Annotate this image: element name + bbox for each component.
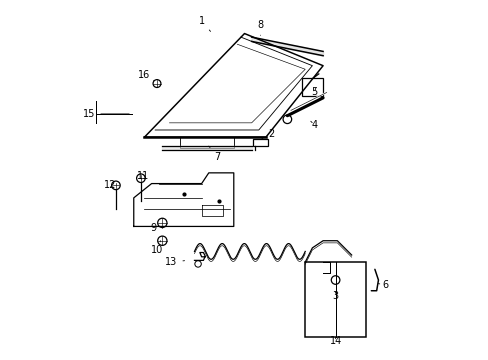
Text: 11: 11 <box>136 171 148 181</box>
Text: 4: 4 <box>310 120 317 130</box>
Circle shape <box>331 276 339 284</box>
Circle shape <box>153 80 161 87</box>
Text: 13: 13 <box>165 257 184 267</box>
Bar <box>305 262 365 337</box>
Text: 12: 12 <box>104 180 117 190</box>
Text: 14: 14 <box>329 337 341 346</box>
Text: 8: 8 <box>257 19 263 35</box>
Circle shape <box>194 261 201 267</box>
Circle shape <box>111 181 120 190</box>
Text: 16: 16 <box>138 69 153 81</box>
Text: 1: 1 <box>198 16 210 31</box>
Text: 6: 6 <box>378 280 388 291</box>
Text: 10: 10 <box>150 241 163 255</box>
Text: 7: 7 <box>208 146 221 162</box>
Circle shape <box>157 236 166 246</box>
Text: 2: 2 <box>260 129 274 140</box>
Circle shape <box>136 174 145 183</box>
Bar <box>180 137 233 148</box>
Bar <box>253 139 267 146</box>
Text: 15: 15 <box>83 109 129 119</box>
Text: 3: 3 <box>332 291 338 301</box>
Circle shape <box>283 115 291 123</box>
Text: 5: 5 <box>310 87 317 98</box>
Circle shape <box>157 218 166 228</box>
Text: 9: 9 <box>150 223 156 233</box>
